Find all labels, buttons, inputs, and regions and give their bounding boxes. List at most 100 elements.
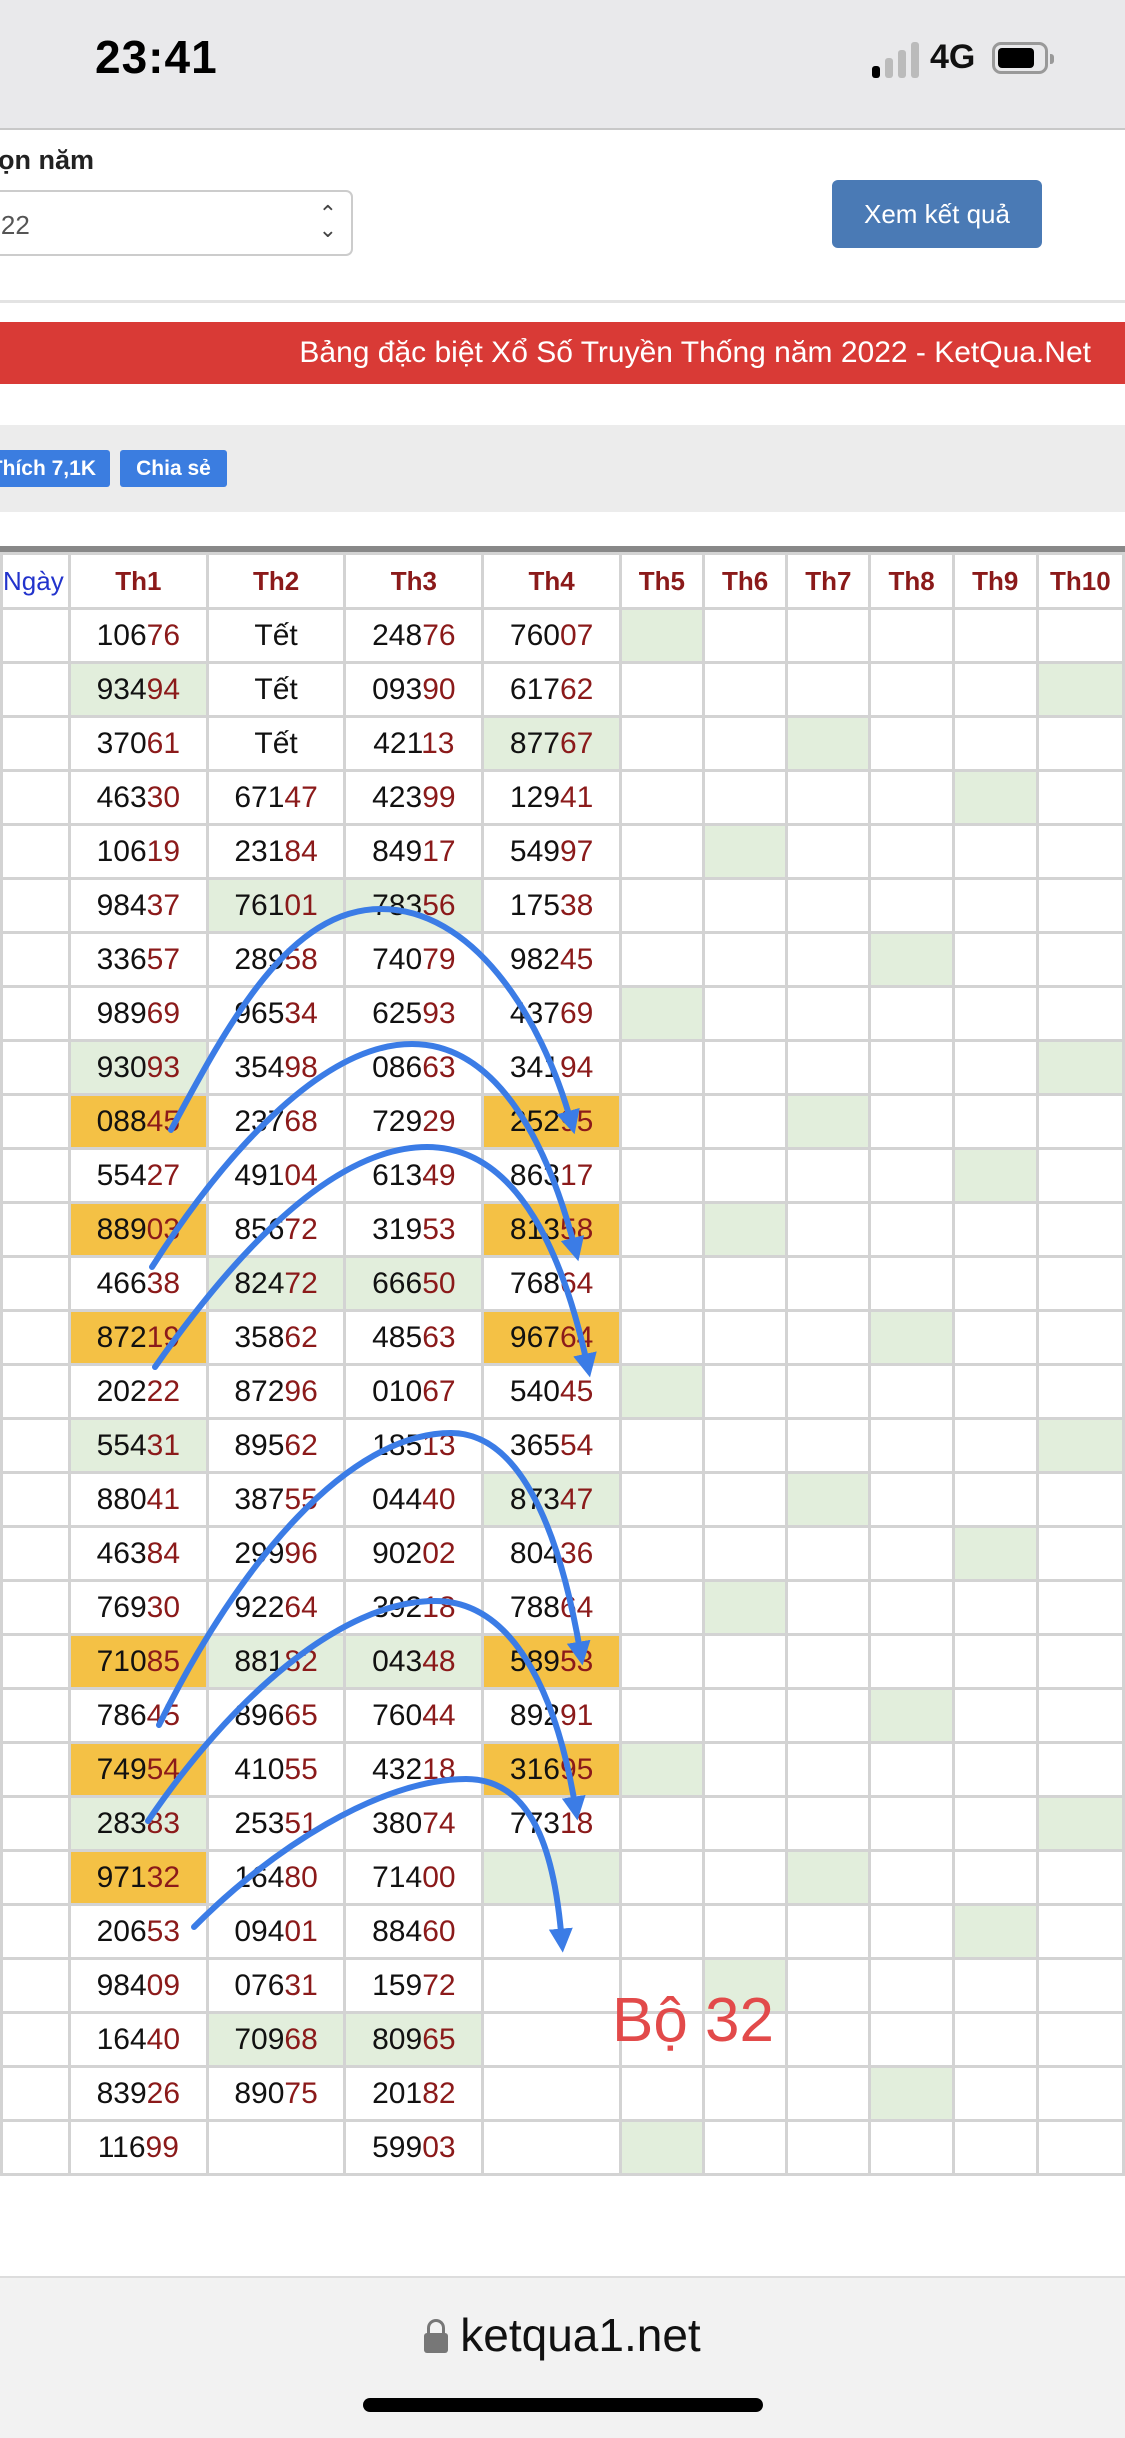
result-cell: 87347 [481, 1471, 622, 1528]
number-prefix: 316 [509, 1752, 560, 1786]
result-cell: 04440 [343, 1471, 485, 1528]
result-cell [618, 2119, 706, 2176]
result-cell: 04348 [343, 1633, 485, 1690]
result-cell: 89665 [205, 1687, 347, 1744]
number-prefix: 890 [234, 2076, 285, 2110]
result-cell: 80436 [481, 1525, 622, 1582]
number-prefix: 783 [372, 888, 423, 922]
result-cell: 96534 [205, 985, 347, 1042]
number-prefix: 358 [234, 1320, 285, 1354]
number-last-two: 19 [146, 834, 181, 868]
result-cell [951, 931, 1039, 988]
annotation-label: Bộ 32 [612, 1986, 775, 2055]
number-prefix: 922 [234, 1590, 285, 1624]
result-cell [951, 1795, 1039, 1852]
number-prefix: 289 [234, 942, 285, 976]
result-cell [1035, 1525, 1125, 1582]
result-cell: 81358 [481, 1201, 622, 1258]
result-cell: 46330 [67, 769, 209, 826]
number-prefix: 873 [509, 1482, 560, 1516]
browser-address-bar[interactable]: ketqua1.net [0, 2276, 1125, 2438]
date-cell [0, 931, 71, 988]
result-cell [951, 1147, 1039, 1204]
number-prefix: 106 [96, 618, 147, 652]
table-row: 37061 Tết 42113 87767 [0, 715, 1125, 772]
number-prefix: 485 [372, 1320, 423, 1354]
home-indicator[interactable] [363, 2398, 763, 2412]
result-cell [702, 1741, 789, 1798]
number-prefix: 283 [96, 1806, 147, 1840]
view-results-button[interactable]: Xem kết quả [832, 180, 1042, 248]
number-prefix: 410 [234, 1752, 285, 1786]
result-cell [1035, 1093, 1125, 1150]
result-cell: 76864 [481, 1255, 622, 1312]
result-cell: 35498 [205, 1039, 347, 1096]
result-cell [868, 1903, 955, 1960]
number-last-two: 83 [146, 1806, 181, 1840]
result-cell: Tết [205, 715, 347, 772]
result-cell: 85672 [205, 1201, 347, 1258]
result-cell: 67147 [205, 769, 347, 826]
number-last-two: 38 [559, 888, 594, 922]
url-text[interactable]: ketqua1.net [460, 2309, 701, 2361]
result-cell: 96764 [481, 1309, 622, 1366]
year-form: Chọn năm 2022 ⌃⌄ Xem kết quả [0, 130, 1125, 303]
social-bar: Thích 7,1K Chia sẻ [0, 425, 1125, 512]
number-prefix: 423 [372, 780, 423, 814]
number-prefix: 093 [372, 672, 423, 706]
battery-icon [992, 42, 1054, 74]
year-select[interactable]: 2022 ⌃⌄ [0, 190, 353, 256]
number-prefix: 839 [96, 2076, 147, 2110]
result-cell [481, 2119, 622, 2176]
network-type: 4G [930, 38, 976, 76]
result-cell: 92264 [205, 1579, 347, 1636]
result-cell [481, 2065, 622, 2122]
result-cell [785, 931, 872, 988]
number-last-two: 82 [284, 1644, 318, 1678]
result-cell: 38074 [343, 1795, 485, 1852]
number-prefix: 965 [234, 996, 285, 1030]
like-button[interactable]: Thích 7,1K [0, 450, 110, 487]
result-cell [868, 607, 955, 664]
result-cell [868, 1525, 955, 1582]
date-cell [0, 1255, 71, 1312]
results-table-container[interactable]: Ngày Th1 Th2 Th3 Th4 Th5 Th6 Th7 Th8 Th9 Th10 1067… [0, 546, 1125, 2282]
number-prefix: 971 [96, 1860, 147, 1894]
number-last-two: 40 [422, 1482, 456, 1516]
result-cell: 66650 [343, 1255, 485, 1312]
number-prefix: 849 [372, 834, 423, 868]
number-prefix: 889 [96, 1212, 147, 1246]
result-cell [951, 715, 1039, 772]
result-cell: 78356 [343, 877, 485, 934]
result-cell: 07631 [205, 1957, 347, 2014]
share-button[interactable]: Chia sẻ [120, 450, 227, 487]
result-cell: 88041 [67, 1471, 209, 1528]
number-last-two: 62 [284, 1320, 318, 1354]
result-cell: 08663 [343, 1039, 485, 1096]
result-cell: 20222 [67, 1363, 209, 1420]
number-last-two: 55 [284, 1482, 318, 1516]
number-prefix: 421 [373, 726, 422, 760]
date-cell [0, 1093, 71, 1150]
number-prefix: 554 [96, 1158, 147, 1192]
number-last-two: 31 [146, 1428, 181, 1462]
date-cell [0, 823, 71, 880]
result-cell: 12941 [481, 769, 622, 826]
number-last-two: 02 [422, 1536, 456, 1570]
result-cell: 48563 [343, 1309, 485, 1366]
result-cell [618, 715, 706, 772]
result-cell [951, 1471, 1039, 1528]
result-cell: 35862 [205, 1309, 347, 1366]
result-cell: 89291 [481, 1687, 622, 1744]
number-last-two: 17 [422, 834, 456, 868]
result-cell [1035, 877, 1125, 934]
result-cell [785, 1201, 872, 1258]
number-last-two: 94 [146, 672, 181, 706]
result-cell [618, 1903, 706, 1960]
table-row: 93494 Tết 09390 61762 [0, 661, 1125, 718]
number-prefix: 671 [234, 780, 285, 814]
number-last-two: 30 [146, 1590, 181, 1624]
number-prefix: 299 [234, 1536, 285, 1570]
number-prefix: 201 [372, 2076, 423, 2110]
number-prefix: 599 [372, 2130, 423, 2164]
